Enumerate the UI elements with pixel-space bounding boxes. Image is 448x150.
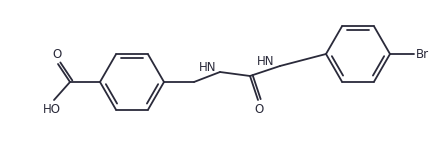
Text: O: O	[52, 48, 62, 61]
Text: Br: Br	[416, 48, 429, 60]
Text: O: O	[254, 103, 263, 116]
Text: HN: HN	[199, 61, 217, 74]
Text: HO: HO	[43, 103, 61, 116]
Text: HN: HN	[257, 55, 275, 68]
